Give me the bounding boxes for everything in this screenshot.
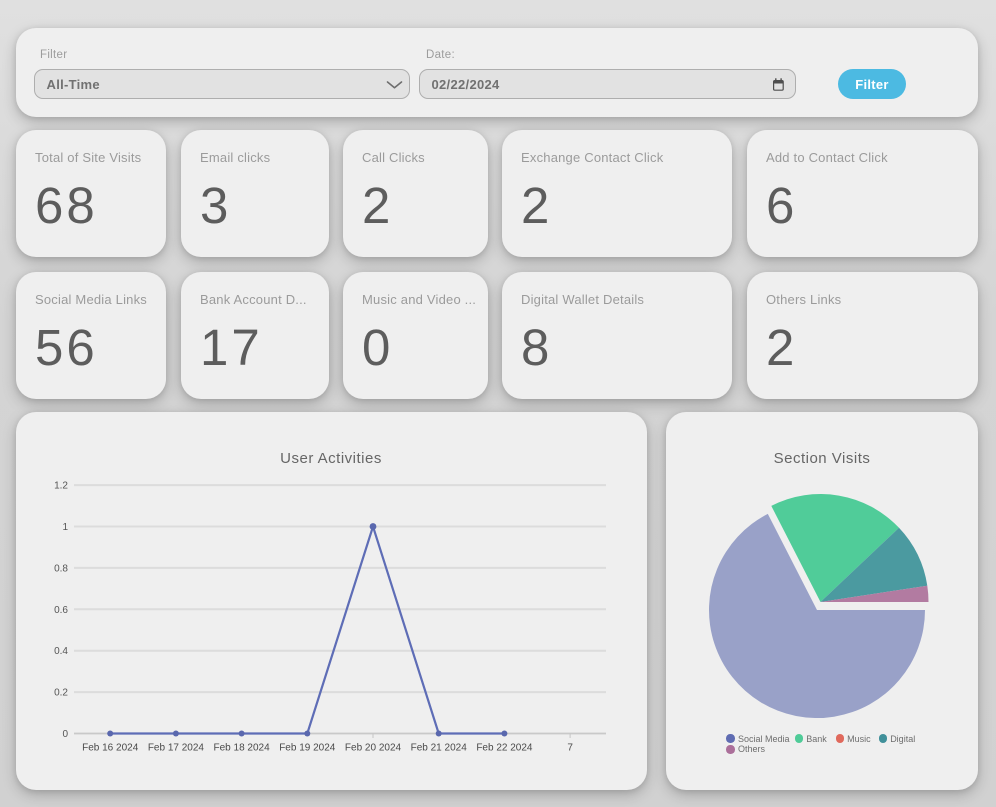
svg-text:Feb 16 2024: Feb 16 2024 — [82, 743, 139, 754]
svg-text:User Activities: User Activities — [280, 450, 382, 467]
svg-text:0: 0 — [62, 729, 68, 740]
svg-text:Feb 20 2024: Feb 20 2024 — [345, 743, 402, 754]
svg-text:Feb 22 2024: Feb 22 2024 — [476, 743, 533, 754]
svg-text:Feb 17 2024: Feb 17 2024 — [148, 743, 205, 754]
svg-text:0.6: 0.6 — [54, 605, 68, 616]
svg-text:Feb 21 2024: Feb 21 2024 — [411, 743, 468, 754]
svg-text:0.4: 0.4 — [54, 646, 68, 657]
svg-text:1: 1 — [62, 522, 68, 533]
svg-text:Feb 18 2024: Feb 18 2024 — [214, 743, 271, 754]
svg-text:7: 7 — [567, 743, 573, 754]
svg-text:0.2: 0.2 — [54, 688, 68, 699]
svg-text:1.2: 1.2 — [54, 481, 68, 492]
svg-text:Feb 19 2024: Feb 19 2024 — [279, 743, 336, 754]
svg-text:0.8: 0.8 — [54, 563, 68, 574]
svg-text:Section Visits: Section Visits — [774, 450, 871, 467]
